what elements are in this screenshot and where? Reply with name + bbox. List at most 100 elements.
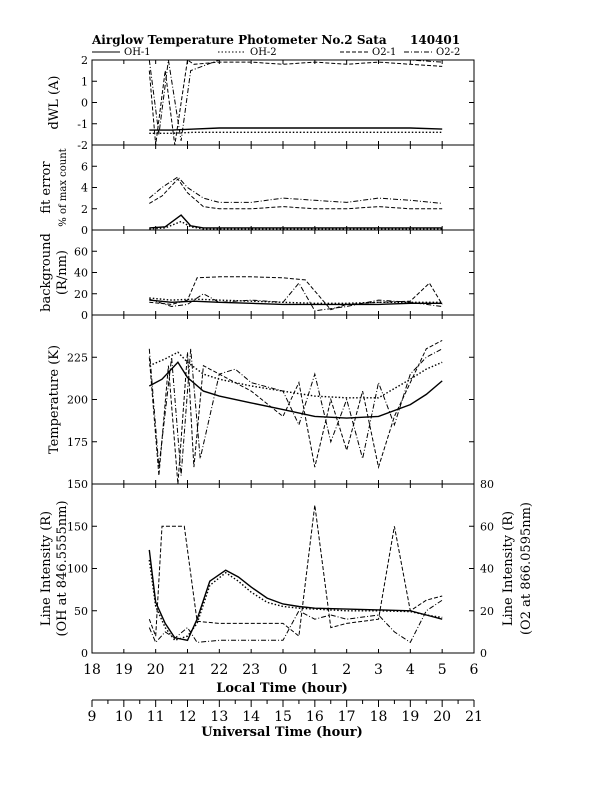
ytick-right-1: 20	[480, 605, 494, 618]
ytick-dwl-4: 2	[81, 54, 88, 67]
ytick-bg-2: 40	[74, 267, 88, 280]
panel-fiterr: 0 2 4 6 fit error % of max count	[39, 144, 475, 237]
utc-tick-7: 16	[306, 709, 324, 725]
local-tick-5: 23	[242, 662, 260, 678]
series-fiterr-O2-2	[148, 176, 443, 204]
date-code: 140401	[410, 33, 460, 47]
ytick-dwl-3: 1	[81, 75, 88, 88]
ylabel-sub-fiterr: % of max count	[58, 148, 69, 226]
ytick-bg-1: 20	[74, 288, 88, 301]
local-tick-4: 22	[210, 662, 228, 678]
ytick-temp-0: 175	[67, 436, 88, 449]
local-tick-1: 19	[115, 662, 133, 678]
ytick-fiterr-2: 4	[81, 182, 88, 195]
ytick-dwl-0: -2	[77, 139, 88, 152]
legend: OH-1 OH-2 O2-1 O2-2	[92, 47, 460, 58]
legend-label-0: OH-1	[124, 47, 151, 58]
local-tick-2: 20	[147, 662, 165, 678]
series-int-O2-2	[148, 599, 443, 644]
utc-tick-1: 10	[115, 709, 133, 725]
ytick-int-1: 50	[74, 605, 88, 618]
ytick-temp-base: 150	[67, 478, 88, 491]
ytick-fiterr-3: 6	[81, 160, 88, 173]
utc-tick-6: 15	[274, 709, 292, 725]
panel-dwl: -2 -1 0 1 2 dWL (A)	[47, 54, 475, 152]
panel-temp: 175 200 225 150 Temperature (K)	[47, 314, 475, 491]
utc-tick-0: 9	[88, 709, 97, 725]
local-tick-7: 1	[310, 662, 319, 678]
series-fiterr-OH-2	[149, 220, 443, 230]
series-fiterr-O2-1	[149, 178, 443, 210]
series-dwl-O2-1	[148, 59, 443, 146]
ytick-right-3: 60	[480, 520, 494, 533]
series-dwl-OH-1	[149, 127, 443, 131]
utc-tick-11: 20	[433, 709, 451, 725]
series-int-O2-1	[148, 505, 443, 638]
ylabel-bg: background	[39, 233, 54, 312]
legend-label-2: O2-1	[372, 47, 396, 58]
ytick-right-2: 40	[480, 563, 494, 576]
panel-bg: 0 20 40 60 background (R/nm)	[39, 229, 475, 322]
utc-time-label: Universal Time (hour)	[201, 725, 363, 740]
ytick-int-2: 100	[67, 563, 88, 576]
utc-tick-2: 11	[147, 709, 165, 725]
series-fiterr-OH-1	[149, 214, 443, 229]
series-bg-OH-1	[149, 299, 443, 306]
series-temp-OH-1	[148, 361, 443, 419]
ylabel-right: Line Intensity (R)	[501, 511, 516, 626]
ylabel-dwl: dWL (A)	[47, 76, 62, 130]
local-time-axis: 18 19 20 21 22 23 0 1 2 3 4 5 6	[83, 662, 478, 678]
series-dwl-OH-2	[149, 131, 443, 135]
ylabel-sub-int: (OH at 846.5555nm)	[55, 500, 70, 636]
local-tick-0: 18	[83, 662, 101, 678]
series-temp-O2-2	[148, 348, 443, 476]
ytick-int-3: 150	[67, 520, 88, 533]
ytick-fiterr-0: 0	[81, 224, 88, 237]
local-tick-10: 4	[406, 662, 415, 678]
ylabel-int: Line Intensity (R)	[39, 511, 54, 626]
ytick-bg-0: 0	[81, 309, 88, 322]
ytick-temp-2: 225	[67, 351, 88, 364]
utc-tick-9: 18	[370, 709, 388, 725]
utc-tick-8: 17	[338, 709, 356, 725]
series-dwl-O2-2	[148, 59, 443, 141]
local-tick-8: 2	[342, 662, 351, 678]
ylabel-right-sub: (O2 at 866.0595nm)	[519, 502, 534, 635]
series-temp-O2-1	[148, 339, 443, 485]
series-temp-OH-2	[149, 351, 443, 399]
series-bg-O2-1	[149, 276, 443, 311]
local-tick-12: 6	[470, 662, 479, 678]
ytick-bg-3: 60	[74, 245, 88, 258]
series-int-OH-2	[148, 559, 443, 642]
ylabel-fiterr: fit error	[39, 161, 54, 214]
ytick-right-4: 80	[480, 478, 494, 491]
ylabel-sub-bg: (R/nm)	[55, 250, 70, 295]
panels: -2 -1 0 1 2 dWL (A) 0 2 4 6 fit error % of max coun…	[39, 54, 534, 660]
ytick-dwl-2: 0	[81, 97, 88, 110]
utc-tick-10: 19	[401, 709, 419, 725]
ytick-temp-1: 200	[67, 394, 88, 407]
local-tick-6: 0	[279, 662, 288, 678]
chart-title: Airglow Temperature Photometer No.2 Sata	[91, 33, 387, 47]
series-bg-O2-2	[149, 282, 443, 312]
ytick-right-0: 0	[480, 647, 487, 660]
utc-time-axis: 9 10 11 12 13 14 15 16 17 18 19 20 21	[88, 699, 483, 725]
local-tick-3: 21	[179, 662, 197, 678]
local-tick-9: 3	[374, 662, 383, 678]
local-tick-11: 5	[438, 662, 447, 678]
utc-tick-3: 12	[179, 709, 197, 725]
panel-frame-temp	[91, 314, 475, 485]
legend-label-3: O2-2	[436, 47, 460, 58]
ytick-dwl-1: -1	[77, 118, 88, 131]
ylabel-temp: Temperature (K)	[47, 345, 62, 454]
utc-tick-12: 21	[465, 709, 483, 725]
utc-tick-5: 14	[242, 709, 260, 725]
panel-frame-fiterr	[91, 144, 475, 231]
ytick-int-0: 0	[81, 647, 88, 660]
local-time-label: Local Time (hour)	[216, 681, 348, 696]
legend-label-1: OH-2	[250, 47, 277, 58]
ytick-fiterr-1: 2	[81, 203, 88, 216]
utc-tick-4: 13	[210, 709, 228, 725]
